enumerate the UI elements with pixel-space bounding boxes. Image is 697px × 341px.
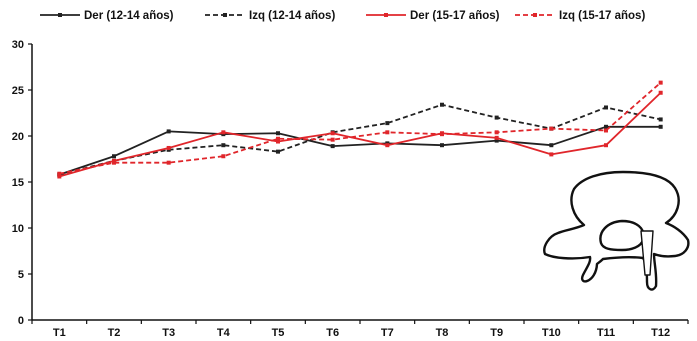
x-tick-label: T3 (162, 327, 175, 339)
series-4 (57, 80, 663, 176)
x-tick-label: T1 (53, 327, 66, 339)
legend-marker (533, 13, 537, 17)
data-point (604, 143, 608, 148)
data-point (440, 132, 444, 137)
y-tick-label: 25 (12, 85, 24, 97)
data-point (440, 143, 444, 148)
data-point (221, 130, 226, 135)
y-tick-label: 20 (12, 131, 24, 143)
vertebra-icon (543, 170, 690, 291)
data-point (385, 143, 390, 148)
data-point (658, 124, 663, 129)
x-tick-label: T5 (272, 327, 285, 339)
chart-axes: 0 5 10 15 20 25 30 T1 T2 T3 T4 T5 T6 T7 T8 T9 T10 T11 T12 (12, 39, 689, 339)
series-3 (57, 90, 663, 179)
data-point (276, 131, 280, 136)
data-point (221, 143, 226, 148)
data-point (112, 154, 116, 159)
chart-series (57, 80, 663, 179)
legend-item-3: Der (15-17 años) (366, 10, 500, 22)
legend-item-2: Izq (12-14 años) (205, 10, 335, 22)
data-point (549, 143, 554, 148)
data-point (330, 137, 335, 142)
series-line (59, 92, 662, 178)
data-point (385, 130, 390, 135)
data-point (57, 171, 62, 176)
data-point (166, 160, 171, 165)
data-point (330, 144, 335, 149)
data-point (549, 152, 554, 157)
chart-legend: Der (12-14 años) Izq (12-14 años) Der (15-… (40, 10, 645, 22)
data-point (494, 138, 499, 143)
x-tick-label: T12 (651, 327, 670, 339)
data-point (604, 105, 608, 110)
x-tick-label: T8 (436, 327, 449, 339)
y-tick-label: 30 (12, 39, 24, 51)
x-tick-label: T10 (542, 327, 561, 339)
data-point (276, 139, 280, 144)
data-point (166, 145, 171, 150)
x-tick-label: T11 (597, 327, 615, 339)
x-tick-label: T4 (217, 327, 231, 339)
data-point (166, 129, 171, 134)
data-point (494, 130, 499, 135)
legend-marker (384, 13, 388, 17)
legend-label: Izq (15-17 años) (559, 10, 645, 22)
legend-item-1: Der (12-14 años) (40, 10, 174, 22)
series-line (59, 125, 661, 176)
series-line (59, 81, 662, 175)
data-point (57, 174, 62, 179)
x-tick-label: T2 (108, 327, 121, 339)
data-point (604, 124, 608, 129)
legend-item-4: Izq (15-17 años) (515, 10, 645, 22)
data-point (494, 115, 499, 120)
data-point (330, 131, 335, 136)
data-point (440, 102, 444, 107)
data-point (604, 128, 608, 133)
data-point (494, 135, 499, 140)
x-tick-label: T9 (490, 327, 503, 339)
data-point (658, 90, 663, 95)
legend-marker (58, 13, 62, 17)
y-tick-label: 10 (12, 223, 24, 235)
y-tick-label: 15 (12, 177, 24, 189)
data-point (276, 149, 280, 154)
data-point (658, 117, 663, 122)
data-point (221, 154, 226, 159)
data-point (112, 160, 116, 165)
series-line (59, 103, 661, 176)
legend-label: Der (15-17 años) (410, 10, 500, 22)
legend-label: Der (12-14 años) (84, 10, 174, 22)
data-point (385, 121, 390, 126)
legend-label: Izq (12-14 años) (249, 10, 335, 22)
data-point (549, 126, 554, 131)
y-tick-label: 5 (18, 269, 24, 281)
data-point (276, 136, 280, 141)
legend-marker (223, 13, 227, 17)
x-tick-label: T7 (381, 327, 394, 339)
x-tick-label: T6 (326, 327, 339, 339)
data-point (658, 80, 663, 85)
y-tick-label: 0 (18, 315, 24, 327)
